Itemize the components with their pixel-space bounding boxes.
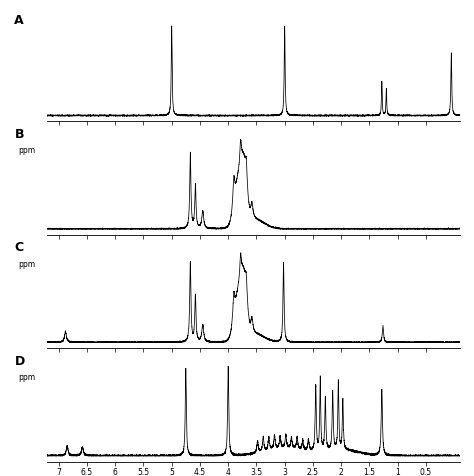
Text: C: C — [14, 241, 24, 254]
Text: ppm: ppm — [18, 372, 35, 381]
Text: B: B — [14, 128, 24, 140]
Text: D: D — [14, 354, 25, 367]
Text: ppm: ppm — [18, 146, 35, 155]
Text: A: A — [14, 14, 24, 27]
Text: ppm: ppm — [18, 259, 35, 268]
